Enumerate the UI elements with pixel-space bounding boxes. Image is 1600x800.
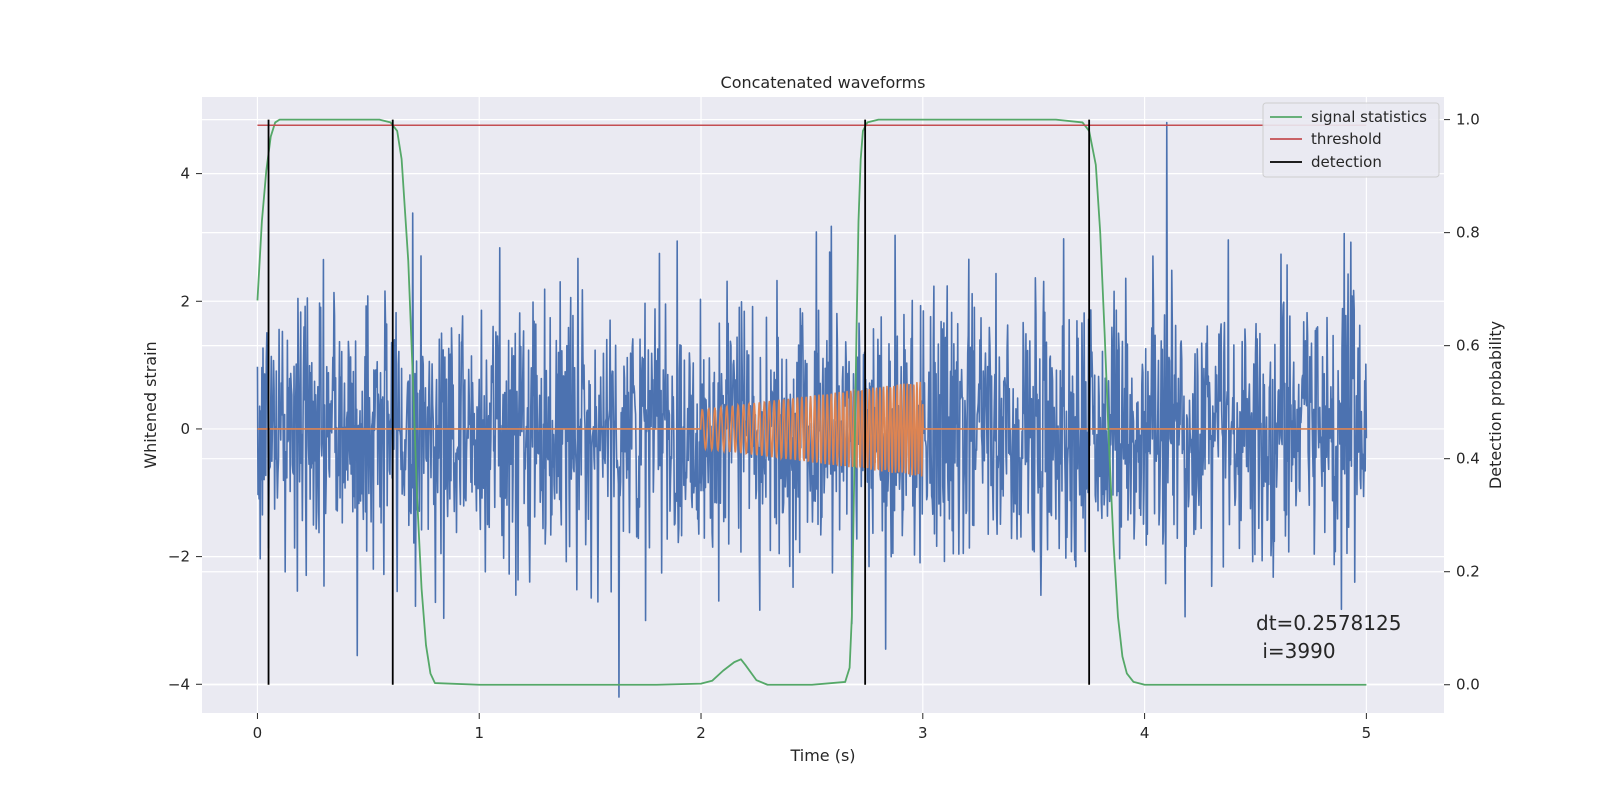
strain-noise-line — [256, 121, 1368, 698]
y2-tick-label: 0.0 — [1456, 676, 1480, 694]
legend: signal statistics threshold detection — [1262, 102, 1440, 178]
axes-layer: 0 1 2 3 4 5 −4 −2 0 2 4 0.0 0.2 0.4 0.6 0.8 1.0 — [168, 111, 1480, 742]
y-axis-label: Whitened strain — [141, 341, 160, 468]
x-tick-label: 0 — [253, 724, 263, 742]
legend-box — [1262, 102, 1440, 178]
y-tick-label: 4 — [180, 165, 190, 183]
y2-axis-label: Detection probability — [1486, 321, 1505, 489]
y2-tick-label: 0.8 — [1456, 224, 1480, 242]
annotation-index: i=3990 — [1256, 639, 1336, 663]
x-tick-label: 5 — [1362, 724, 1372, 742]
x-tick-label: 2 — [696, 724, 706, 742]
annotation-dt: dt=0.2578125 — [1256, 611, 1401, 635]
y2-tick-label: 0.2 — [1456, 563, 1480, 581]
x-tick-label: 3 — [918, 724, 928, 742]
y2-tick-label: 0.6 — [1456, 337, 1480, 355]
y-tick-label: −4 — [168, 675, 190, 693]
y-tick-label: 0 — [180, 420, 190, 438]
legend-label-threshold: threshold — [1311, 130, 1382, 148]
y2-tick-label: 0.4 — [1456, 450, 1480, 468]
signal-statistics-line — [256, 118, 1367, 686]
series-layer — [256, 118, 1368, 698]
y-tick-label: 2 — [180, 292, 190, 310]
x-tick-label: 4 — [1140, 724, 1150, 742]
x-tick-label: 1 — [474, 724, 484, 742]
y2-tick-label: 1.0 — [1456, 111, 1480, 129]
template-chirp-line — [257, 381, 1367, 477]
legend-label-signal-statistics: signal statistics — [1311, 108, 1427, 126]
legend-label-detection: detection — [1311, 153, 1382, 171]
chart-title: Concatenated waveforms — [721, 73, 926, 92]
y-tick-label: −2 — [168, 548, 190, 566]
x-axis-label: Time (s) — [789, 746, 855, 765]
